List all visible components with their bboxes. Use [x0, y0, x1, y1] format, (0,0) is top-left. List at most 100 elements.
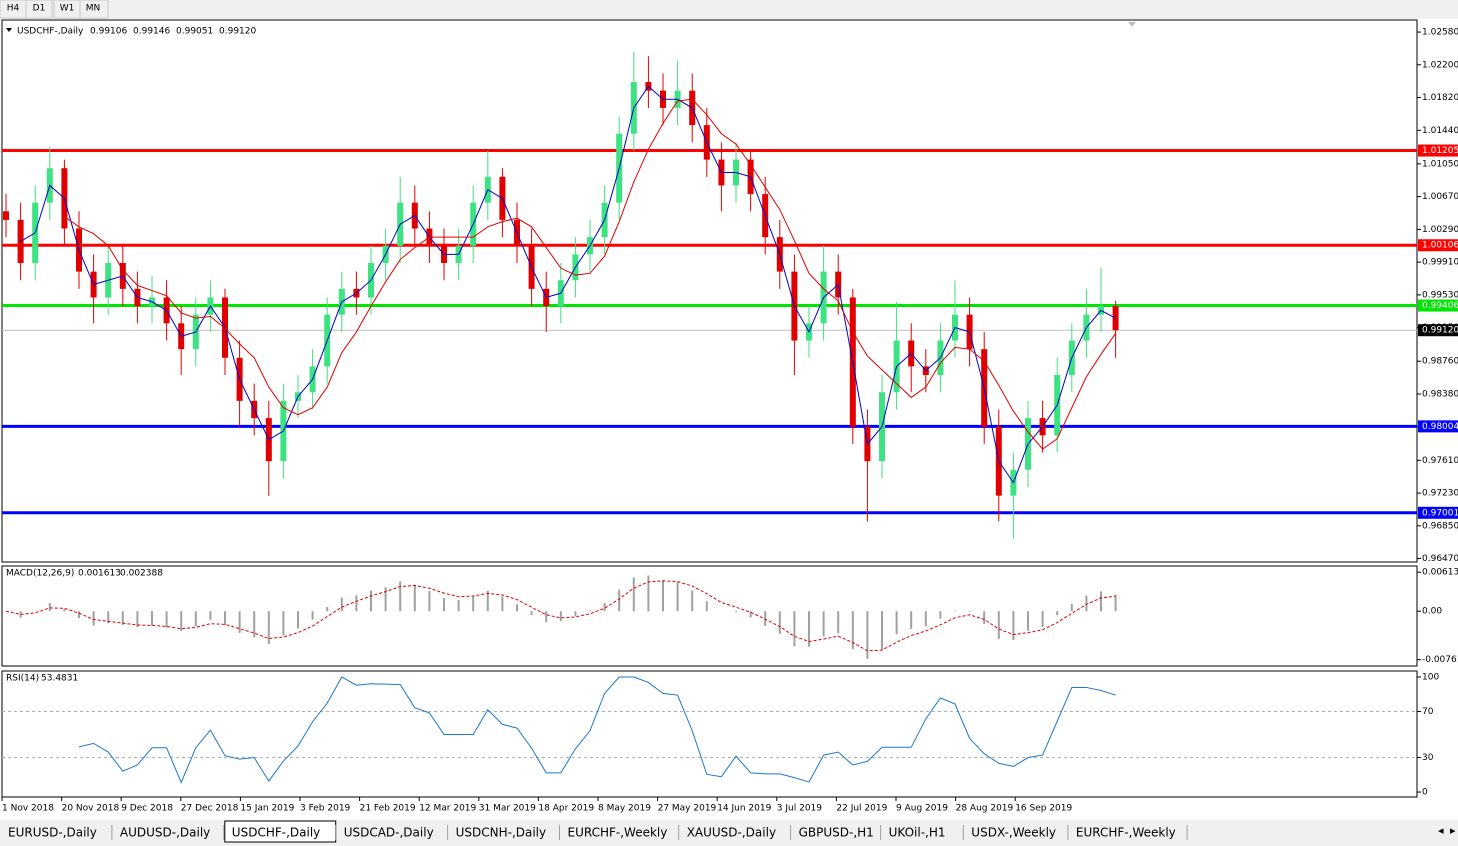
header-value: 0.99051	[176, 27, 213, 37]
x-tick-label: 18 Apr 2019	[538, 804, 594, 814]
main-panel	[1, 19, 1418, 563]
tab-label: EURCHF-,Weekly	[568, 826, 668, 840]
x-tick-label: 15 Jan 2019	[240, 804, 294, 814]
y-tick-label: 0	[1422, 788, 1428, 798]
tab-label: EURCHF-,Weekly	[1076, 826, 1176, 840]
indicator-value: 53.4831	[41, 674, 78, 684]
y-tick-label: 0.00	[1422, 607, 1442, 617]
timeframe-button[interactable]	[79, 0, 109, 19]
x-tick-label: 12 Mar 2019	[419, 804, 476, 814]
tab-label: XAUUSD-,Daily	[687, 826, 776, 840]
menu-arrow	[6, 28, 12, 32]
tab-label: AUDUSD-,Daily	[120, 826, 210, 840]
timeframe-label: H4	[7, 4, 20, 14]
y-tick-label: 0.97230	[1422, 489, 1458, 499]
indicator-value: 0.001613	[78, 569, 121, 579]
x-tick-label: 27 Dec 2018	[181, 804, 239, 814]
y-tick-label: 0.99910	[1422, 258, 1458, 268]
y-tick-label: 0.96470	[1422, 554, 1458, 564]
shift-marker	[1128, 22, 1136, 27]
toolbar	[0, 0, 1458, 19]
level-box	[1418, 506, 1458, 519]
tab-label: USDX-,Weekly	[971, 826, 1056, 840]
level-label: 0.99406	[1422, 301, 1458, 311]
x-tick-label: 31 Mar 2019	[479, 804, 536, 814]
y-tick-label: 1.01050	[1422, 159, 1458, 169]
x-tick-label: 3 Jul 2019	[777, 804, 822, 814]
tab-scroll-left[interactable]: ◂	[1438, 824, 1444, 837]
tab[interactable]	[679, 823, 791, 842]
header-value: 0.99120	[219, 27, 256, 37]
level-label: 0.98004	[1422, 422, 1458, 432]
y-tick-label: 1.01820	[1422, 93, 1458, 103]
macd-signal	[5, 580, 1116, 652]
tab-label: USDCHF-,Daily	[232, 826, 320, 840]
tab-label: USDCNH-,Daily	[456, 826, 547, 840]
y-tick-label: 1.01440	[1422, 126, 1458, 136]
tab-scroll-right[interactable]: ▸	[1450, 824, 1456, 837]
tab[interactable]	[964, 823, 1068, 842]
tab-label: EURUSD-,Daily	[8, 826, 97, 840]
y-tick-label: 70	[1422, 707, 1434, 717]
tab[interactable]	[560, 823, 679, 842]
candle-body	[3, 211, 9, 220]
y-tick-label: 0.97610	[1422, 456, 1458, 466]
macd-panel	[1, 565, 1418, 667]
y-tick-label: 1.00290	[1422, 225, 1458, 235]
x-tick-label: 27 May 2019	[658, 804, 717, 814]
x-tick-label: 9 Aug 2019	[896, 804, 948, 814]
x-tick-label: 22 Jul 2019	[836, 804, 887, 814]
header-value: 0.99146	[133, 27, 170, 37]
y-tick-label: 0.99530	[1422, 290, 1458, 300]
timeframe-label: W1	[60, 4, 75, 14]
level-box	[1418, 144, 1458, 157]
indicator-title: RSI(14)	[6, 674, 39, 684]
y-tick-label: 0.98760	[1422, 357, 1458, 367]
y-tick-label: 1.02580	[1422, 28, 1458, 38]
x-tick-label: 21 Feb 2019	[360, 804, 416, 814]
tab[interactable]	[336, 823, 448, 842]
y-tick-label: 1.02200	[1422, 60, 1458, 70]
x-tick-label: 1 Nov 2018	[2, 804, 54, 814]
y-tick-label: 30	[1422, 753, 1434, 763]
y-tick-label: -0.00761	[1422, 655, 1458, 665]
tab[interactable]	[112, 823, 224, 842]
x-tick-label: 14 Jun 2019	[717, 804, 771, 814]
level-box	[1418, 299, 1458, 312]
tab[interactable]	[1068, 823, 1188, 842]
chart-title: USDCHF-,Daily	[17, 27, 84, 37]
timeframe-label: MN	[86, 4, 101, 14]
timeframe-label: D1	[33, 4, 46, 14]
y-tick-label: 0.96850	[1422, 521, 1458, 531]
moving-average	[20, 85, 1116, 484]
tab[interactable]	[1, 823, 112, 842]
x-tick-label: 8 May 2019	[598, 804, 651, 814]
tab-label: UKOil-,H1	[889, 826, 946, 840]
x-tick-label: 3 Feb 2019	[300, 804, 351, 814]
level-label: 0.97001	[1422, 508, 1458, 518]
rsi-line	[78, 676, 1116, 784]
indicator-title: MACD(12,26,9)	[6, 569, 74, 579]
y-tick-label: 1.00670	[1422, 192, 1458, 202]
plot-area	[2, 51, 1417, 539]
last-price-label: 0.99120	[1422, 326, 1458, 336]
last-price-box	[1418, 324, 1458, 337]
y-tick-label: 0.00613	[1422, 568, 1458, 578]
tab[interactable]	[881, 823, 964, 842]
timeframe-button[interactable]	[25, 0, 53, 19]
rsi-panel	[1, 670, 1418, 798]
tab-label: USDCAD-,Daily	[344, 826, 434, 840]
level-label: 1.00106	[1422, 241, 1458, 251]
x-tick-label: 9 Dec 2018	[121, 804, 173, 814]
tab[interactable]	[791, 823, 881, 842]
x-tick-label: 16 Sep 2019	[1015, 804, 1072, 814]
plot-area	[2, 676, 1417, 784]
plot-area	[5, 575, 1117, 659]
y-tick-label: 0.98380	[1422, 389, 1458, 399]
header-value: 0.99106	[90, 27, 127, 37]
tab[interactable]	[448, 823, 560, 842]
x-tick-label: 28 Aug 2019	[956, 804, 1014, 814]
level-box	[1418, 239, 1458, 252]
